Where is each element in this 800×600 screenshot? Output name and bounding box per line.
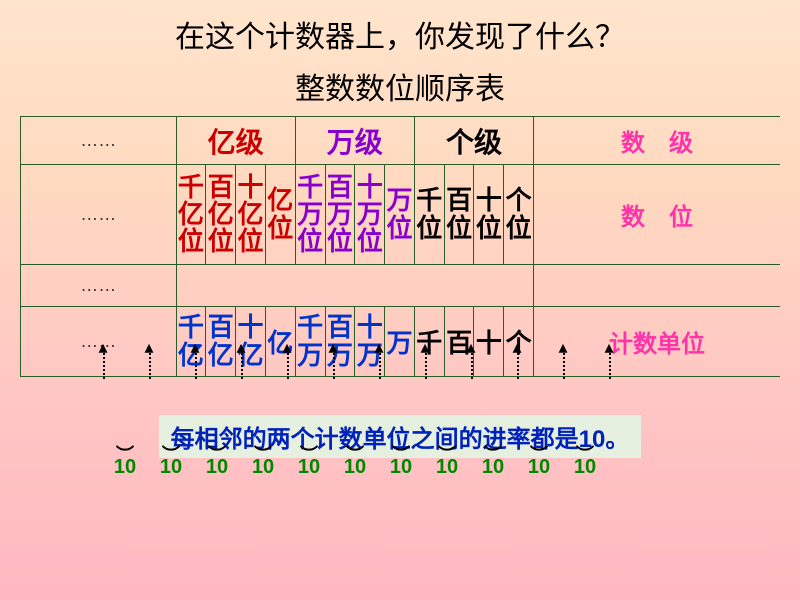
place-cell: 千亿位 — [176, 165, 206, 265]
brace-icon: ︶ — [148, 446, 194, 464]
arrow-line — [471, 353, 473, 379]
ten-label: ︶10 — [516, 456, 562, 479]
label-level: 数 级 — [534, 117, 780, 165]
arrow-line — [563, 353, 565, 379]
arrow-line — [425, 353, 427, 379]
brace-icon: ︶ — [194, 446, 240, 464]
place-text: 亿位 — [266, 187, 295, 242]
place-text: 千万位 — [296, 174, 325, 256]
brace-icon: ︶ — [240, 446, 286, 464]
arrow-line — [241, 353, 243, 379]
subtitle-text: 整数数位顺序表 — [0, 60, 800, 116]
arrow-col: ▴ — [494, 341, 540, 383]
arrow-col: ▴ — [218, 341, 264, 383]
place-cell: 十亿位 — [236, 165, 266, 265]
place-value-table: …… 亿级 万级 个级 数 级 …… 千亿位 百亿位 十亿位 亿位 千万位 百万… — [20, 116, 780, 377]
arrow-line — [103, 353, 105, 379]
table: …… 亿级 万级 个级 数 级 …… 千亿位 百亿位 十亿位 亿位 千万位 百万… — [20, 116, 780, 377]
row-gap: …… — [21, 265, 781, 307]
brace-icon: ︶ — [470, 446, 516, 464]
arrow-col: ▴ — [264, 341, 310, 383]
arrow-col: ▴ — [356, 341, 402, 383]
ellipsis-cell: …… — [21, 165, 177, 265]
arrow-col: ▴ — [80, 341, 126, 383]
brace-icon: ︶ — [424, 446, 470, 464]
arrow-line — [609, 353, 611, 379]
ten-label: ︶10 — [562, 456, 608, 479]
arrows-overlay: ▴▴▴▴▴▴▴▴▴▴▴▴ — [80, 341, 632, 383]
place-cell: 亿位 — [265, 165, 295, 265]
level-wan: 万级 — [295, 117, 414, 165]
place-cell: 十位 — [474, 165, 504, 265]
arrow-line — [517, 353, 519, 379]
ten-label: ︶10 — [332, 456, 378, 479]
row-place: …… 千亿位 百亿位 十亿位 亿位 千万位 百万位 十万位 万位 千位 百位 十… — [21, 165, 781, 265]
brace-icon: ︶ — [286, 446, 332, 464]
brace-icon: ︶ — [102, 446, 148, 464]
arrow-line — [195, 353, 197, 379]
place-cell: 千位 — [414, 165, 444, 265]
arrow-line — [287, 353, 289, 379]
row-level: …… 亿级 万级 个级 数 级 — [21, 117, 781, 165]
arrow-col: ▴ — [586, 341, 632, 383]
gap-label — [534, 265, 780, 307]
place-text: 千亿位 — [177, 174, 206, 256]
arrow-line — [379, 353, 381, 379]
ellipsis-cell: …… — [21, 265, 177, 307]
ten-label: ︶10 — [286, 456, 332, 479]
arrow-col: ▴ — [402, 341, 448, 383]
place-cell: 万位 — [385, 165, 415, 265]
ellipsis-cell: …… — [21, 117, 177, 165]
ten-label: ︶10 — [194, 456, 240, 479]
tens-overlay: ︶10︶10︶10︶10︶10︶10︶10︶10︶10︶10︶10 — [102, 456, 608, 479]
brace-icon: ︶ — [378, 446, 424, 464]
ten-label: ︶10 — [470, 456, 516, 479]
arrow-col: ▴ — [126, 341, 172, 383]
place-text: 十亿位 — [236, 174, 265, 256]
ten-label: ︶10 — [148, 456, 194, 479]
place-cell: 十万位 — [355, 165, 385, 265]
place-text: 百万位 — [326, 174, 355, 256]
arrow-col: ▴ — [310, 341, 356, 383]
arrow-col: ▴ — [540, 341, 586, 383]
arrow-line — [333, 353, 335, 379]
place-text: 万位 — [385, 187, 414, 242]
arrow-col: ▴ — [448, 341, 494, 383]
place-cell: 百亿位 — [206, 165, 236, 265]
arrow-line — [149, 353, 151, 379]
place-text: 十万位 — [355, 174, 384, 256]
brace-icon: ︶ — [562, 446, 608, 464]
label-place: 数 位 — [534, 165, 780, 265]
level-ge: 个级 — [414, 117, 533, 165]
place-cell: 千万位 — [295, 165, 325, 265]
ten-label: ︶10 — [240, 456, 286, 479]
ten-label: ︶10 — [102, 456, 148, 479]
place-text: 百亿位 — [206, 174, 235, 256]
brace-icon: ︶ — [516, 446, 562, 464]
place-text: 个位 — [504, 187, 533, 242]
level-yi: 亿级 — [176, 117, 295, 165]
brace-icon: ︶ — [332, 446, 378, 464]
place-cell: 百位 — [444, 165, 474, 265]
place-text: 百位 — [445, 187, 474, 242]
ten-label: ︶10 — [424, 456, 470, 479]
place-cell: 个位 — [504, 165, 534, 265]
question-text: 在这个计数器上，你发现了什么？ — [0, 0, 800, 60]
place-cell: 百万位 — [325, 165, 355, 265]
arrow-col: ▴ — [172, 341, 218, 383]
gap-cell — [176, 265, 534, 307]
place-text: 千位 — [415, 187, 444, 242]
ten-label: ︶10 — [378, 456, 424, 479]
place-text: 十位 — [474, 187, 503, 242]
